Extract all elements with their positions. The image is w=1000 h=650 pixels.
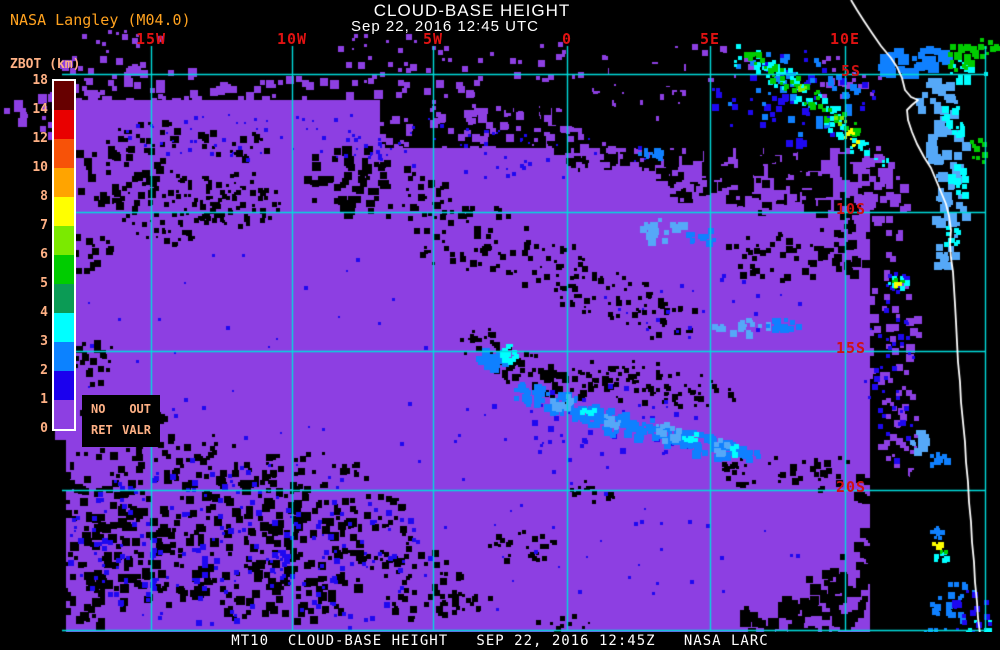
legend-tick-5: 5 [40,276,48,291]
legend-tick-12: 12 [32,131,48,146]
flag-row-2: RET VALR [82,416,160,437]
nasa-langley-credit: NASA Langley (M04.0) [10,11,191,29]
flag-no: NO [91,402,106,416]
legend-tick-1: 1 [40,392,48,407]
flag-out: OUT [129,402,151,416]
legend-tick-14: 14 [32,102,48,117]
legend-tick-18: 18 [32,73,48,88]
color-scale-segment-1 [54,110,74,139]
lon-label-5W: 5W [422,30,444,48]
lat-label-15S: 15S [835,339,867,357]
lon-label-10W: 10W [276,30,308,48]
legend-tick-10: 10 [32,160,48,175]
lat-label-10S: 10S [835,200,867,218]
color-scale-segment-4 [54,197,74,226]
legend-tick-7: 7 [40,218,48,233]
color-scale-segment-6 [54,255,74,284]
color-scale-segment-3 [54,168,74,197]
color-scale-segment-7 [54,284,74,313]
legend-tick-0: 0 [40,421,48,436]
retrieval-flag-legend: NO OUT RET VALR [82,395,160,447]
page-title: CLOUD-BASE HEIGHT [373,1,571,20]
color-scale-segment-5 [54,226,74,255]
legend-tick-8: 8 [40,189,48,204]
timestamp-subtitle: Sep 22, 2016 12:45 UTC [351,18,539,35]
color-scale-segment-2 [54,139,74,168]
flag-valr: VALR [122,423,151,437]
color-scale-segment-10 [54,371,74,400]
lon-label-5E: 5E [699,30,721,48]
lat-label-20S: 20S [835,478,867,496]
legend-title: ZBOT (km) [10,57,81,72]
legend-tick-2: 2 [40,363,48,378]
flag-ret: RET [91,423,113,437]
legend-tick-4: 4 [40,305,48,320]
lat-label-5S: 5S [840,62,862,80]
flag-row-1: NO OUT [82,395,160,416]
color-scale-segment-9 [54,342,74,371]
lon-label-0: 0 [561,30,573,48]
lon-label-15W: 15W [135,30,167,48]
legend-tick-6: 6 [40,247,48,262]
footer-status-bar: MT10 CLOUD-BASE HEIGHT SEP 22, 2016 12:4… [0,632,1000,650]
color-scale-segment-11 [54,400,74,429]
color-scale-bar [52,79,76,431]
legend-tick-3: 3 [40,334,48,349]
lon-label-10E: 10E [829,30,861,48]
color-scale-segment-8 [54,313,74,342]
color-scale-segment-0 [54,81,74,110]
